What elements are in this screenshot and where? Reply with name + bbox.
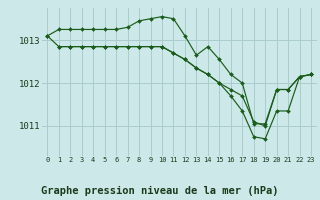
Text: Graphe pression niveau de la mer (hPa): Graphe pression niveau de la mer (hPa) (41, 186, 279, 196)
